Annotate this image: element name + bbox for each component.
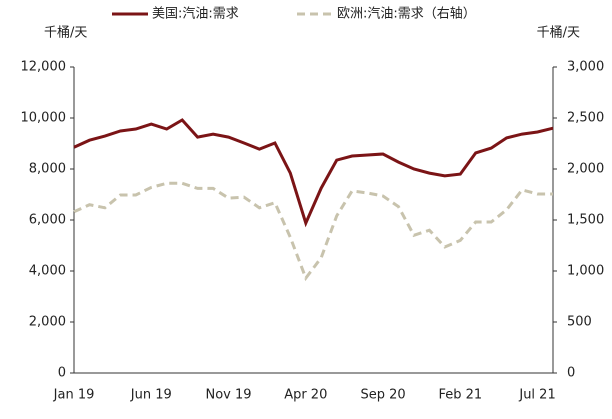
x-tick-label: Apr 20 bbox=[284, 388, 327, 403]
y-tick-label: 10,000 bbox=[21, 111, 67, 126]
y-tick-label: 8,000 bbox=[29, 162, 66, 177]
y-tick-label: 2,000 bbox=[29, 315, 66, 330]
y2-tick-label: 500 bbox=[567, 315, 592, 330]
y2-unit: 千桶/天 bbox=[537, 26, 580, 41]
y-tick-label: 4,000 bbox=[29, 264, 66, 279]
y-unit: 千桶/天 bbox=[44, 26, 87, 41]
x-tick-label: Jan 19 bbox=[53, 388, 95, 403]
legend-label: 欧洲:汽油:需求（右轴） bbox=[337, 7, 476, 22]
x-tick-label: Nov 19 bbox=[205, 388, 251, 403]
y2-tick-label: 2,000 bbox=[567, 162, 604, 177]
x-tick-label: Jul 21 bbox=[518, 388, 555, 403]
legend-label: 美国:汽油:需求 bbox=[152, 7, 239, 22]
y2-tick-label: 3,000 bbox=[567, 60, 604, 75]
series-line bbox=[73, 118, 554, 228]
y-tick-label: 12,000 bbox=[21, 60, 67, 75]
x-tick-label: Jun 19 bbox=[130, 388, 172, 403]
y-tick-label: 0 bbox=[58, 366, 66, 381]
y-tick-label: 6,000 bbox=[29, 213, 66, 228]
y2-tick-label: 2,500 bbox=[567, 111, 604, 126]
x-tick-label: Feb 21 bbox=[438, 388, 482, 403]
series-line bbox=[73, 181, 553, 282]
x-tick-label: Sep 20 bbox=[360, 388, 405, 403]
y2-tick-label: 1,000 bbox=[567, 264, 604, 279]
y2-tick-label: 0 bbox=[567, 366, 575, 381]
y2-tick-label: 1,500 bbox=[567, 213, 604, 228]
